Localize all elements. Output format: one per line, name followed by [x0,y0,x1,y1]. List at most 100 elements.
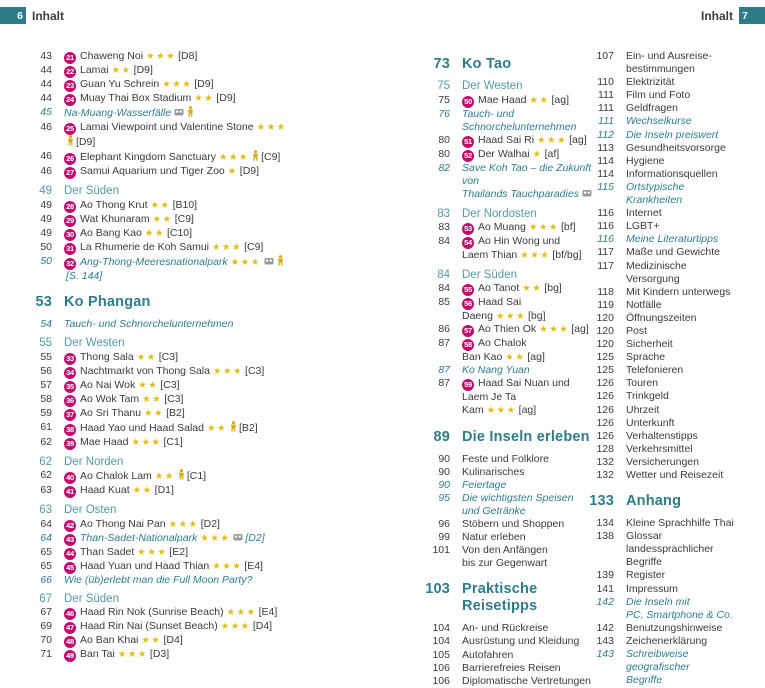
toc-entry-content: Mit Kindern unterwegs [626,286,742,299]
toc-entry-content: Autofahren [462,649,592,662]
toc-chapter-heading: 133 Anhang [588,493,742,510]
poi-number-badge: 30 [64,228,76,241]
toc-row: 55 33 Thong Sala ★★ [C3] [28,351,296,365]
toc-entry-content: Diplomatische Vertretungen [462,675,592,688]
map-grid-reference: [D9] [133,64,153,76]
toc-row: 106 Barrierefreies Reisen [424,662,592,675]
toc-page-number: 103 [425,581,450,598]
toc-entry-content: 37 Ao Sri Thanu ★★ [B2] [64,407,296,421]
toc-page-number: 90 [438,452,450,465]
toc-row: 120 Sicherheit [588,338,742,351]
toc-page-number: 86 [438,323,450,336]
toc-entry-title: Verkehrsmittel [626,442,693,455]
map-grid-reference: [E4] [244,559,263,572]
toc-section-heading: 83 Der Nordosten [424,208,592,222]
toc-entry-title: Ao Sri Thanu [80,406,142,419]
toc-row: 128 Verkehrsmittel [588,443,742,456]
toc-entry-content: Trinkgeld [626,390,742,403]
toc-page-number: 82 [438,161,450,174]
toc-entry-content: Der Süden [64,185,296,199]
toc-page-number: 66 [40,573,52,586]
toc-entry-content: Der Süden [462,269,592,283]
poi-number-badge: 21 [64,52,76,64]
toc-page-number: 117 [597,246,614,259]
star-rating: ★★★ [520,250,551,262]
toc-entry-title: Natur erleben [462,531,526,544]
toc-entry-title: Haad Rin Nok (Sunrise Beach) [80,606,224,619]
toc-section-heading: 62 Der Norden [28,456,296,470]
toc-entry-title: Ao Thong Nai Pan [80,517,166,530]
toc-row: 46 27 Samui Aquarium und Tiger Zoo ★ [D9] [28,165,296,180]
toc-row: 118 Mit Kindern unterwegs [588,286,742,299]
toc-row: 117 Medizinische Versorgung [588,260,742,286]
toc-page: 6 Inhalt 7 Inhalt 43 21 Chaweng Noi ★★★ [D8]… [0,7,765,687]
toc-entry-title: LGBT+ [626,220,660,233]
toc-entry-content: 45 Haad Yuan und Haad Thian ★★★ [E4] [64,560,296,574]
toc-entry-content: 54 Ao Hin Wong und Laem Thian ★★★ [bf/bg] [462,235,592,262]
poi-number-badge: 48 [64,636,76,649]
toc-row: 59 37 Ao Sri Thanu ★★ [B2] [28,407,296,421]
toc-entry-title: Der Westen [462,80,523,92]
toc-entry-content: Der Norden [64,456,296,470]
toc-entry-title: Ao Chalok Lam [80,470,152,483]
toc-page-number: 67 [39,592,52,605]
toc-entry-content: Glossar landessprachlicher Begriffe [626,530,742,569]
poi-number-badge: 47 [64,622,76,635]
toc-page-number: 90 [438,465,450,478]
map-grid-reference: [af] [544,147,560,160]
toc-entry-content: Na-Muang-Wasserfälle [64,106,296,121]
toc-entry-title: Ao Hin Wong und Laem Thian [462,235,561,262]
map-grid-reference: [E4] [258,606,278,619]
toc-entry-content: Informationsquellen [626,168,742,181]
toc-entry-title: Gesundheitsvorsorge [626,141,726,154]
star-rating: ★★★ [162,79,193,90]
toc-entry-content: Der Osten [64,504,296,518]
star-rating: ★★★ [256,122,287,134]
toc-page-number: 70 [40,634,52,647]
map-grid-reference: [C9] [261,151,281,164]
toc-entry-content: Zeichenerklärung [626,635,742,648]
toc-page-number: 45 [40,106,52,118]
toc-entry-title: Ao Wok Tam [80,392,140,405]
toc-page-number: 46 [40,121,52,134]
toc-entry-content: 27 Samui Aquarium und Tiger Zoo ★ [D9] [64,165,296,180]
toc-row: 120 Öffnungszeiten [588,312,742,325]
header-title: Inhalt [32,8,64,23]
toc-entry-content: Sprache [626,351,742,364]
map-grid-reference: [ag] [527,351,545,364]
toc-page-number: 69 [40,620,52,633]
toc-entry-title: Haad Rin Nai (Sunset Beach) [80,620,218,633]
poi-number-badge: 31 [64,242,76,255]
toc-page-number: 126 [596,403,614,416]
poi-number-badge: 36 [64,394,76,407]
poi-number-badge: 46 [64,608,76,621]
toc-entry-content: 52 Der Walhai ★ [af] [462,148,592,162]
toc-page-number: 104 [432,635,450,648]
poi-number-badge: 33 [64,352,76,365]
toc-entry-title: Ao Bang Kao [80,226,142,239]
toc-row: 61 38 Haad Yao und Haad Salad ★★ [B2] [28,421,296,436]
toc-page-number: 55 [40,350,52,363]
family-icon [277,254,284,270]
toc-row: 143 Schreibweise geografischer Begriffe [588,648,742,687]
toc-entry-content: Telefonieren [626,364,742,377]
star-rating: ★★ [141,635,162,647]
toc-entry-title: Wechselkurse [626,115,692,128]
toc-entry-content: Gesundheitsvorsorge [626,142,742,155]
toc-row: 96 Stöbern und Shoppen [424,518,592,531]
toc-row: 104 Ausrüstung und Kleidung [424,635,592,648]
toc-entry-title: Nachtmarkt von Thong Sala [80,364,210,377]
toc-entry-content: Stöbern und Shoppen [462,518,592,531]
toc-page-number: 49 [39,185,52,198]
toc-entry-content: 43 Than-Sadet-Nationalpark ★★★ [D2] [64,532,296,546]
toc-entry-content: 41 Haad Kuat ★★ [D1] [64,484,296,499]
map-grid-reference: [bf/bg] [552,249,582,262]
toc-entry-title: Versicherungen [626,455,699,468]
toc-row: 101 Von den Anfängen bis zur Gegenwart [424,544,592,570]
toc-row: 138 Glossar landessprachlicher Begriffe [588,530,742,569]
map-grid-reference: [ag] [571,323,589,336]
toc-entry-title: Wie (üb)erlebt man die Full Moon Party? [64,573,253,586]
poi-number-badge: 26 [64,153,76,166]
star-rating: ★★★ [537,134,568,146]
toc-entry-title: Than-Sadet-Nationalpark [80,531,198,544]
